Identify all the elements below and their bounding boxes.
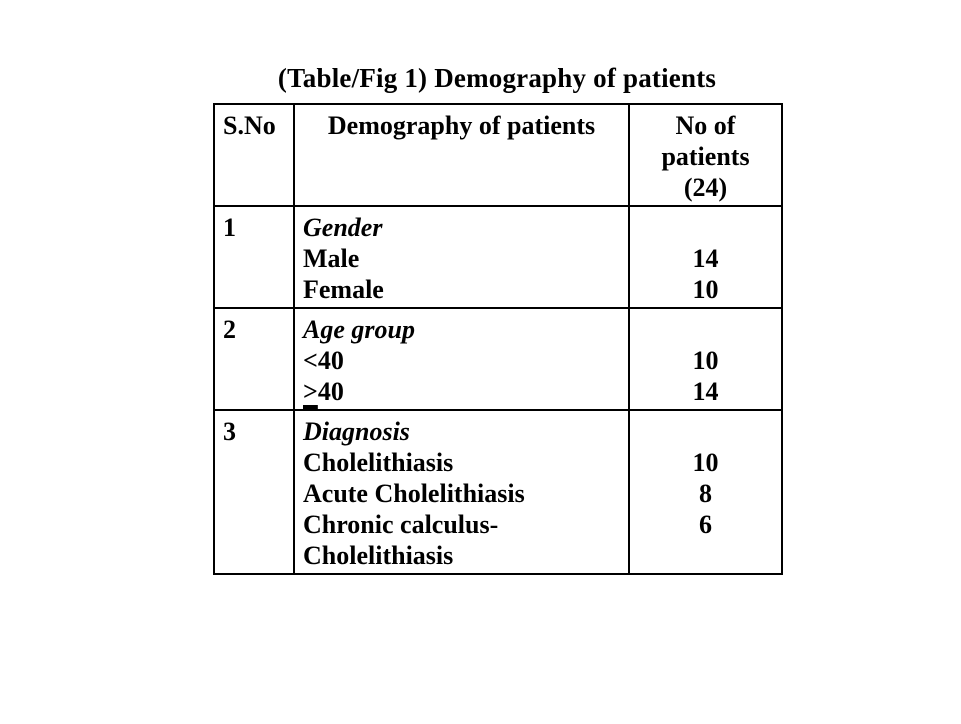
item-label-under40: <40 (303, 346, 344, 375)
item-label-male: Male (303, 244, 360, 273)
sno-cell: 3 (213, 409, 295, 575)
item-label-chronic-calculus: Chronic calculus- (303, 510, 499, 539)
item-value-female: 10 (692, 275, 719, 304)
item-label-over40-rest: 40 (317, 377, 344, 406)
item-value-under40: 10 (692, 346, 719, 375)
header-demography: Demography of patients (293, 103, 630, 207)
figure-title: (Table/Fig 1) Demography of patients (277, 63, 717, 93)
category-label: Age group (303, 315, 415, 344)
table-row-gender: 1 Gender Male Female 14 10 (213, 205, 783, 309)
table-row-diagnosis: 3 Diagnosis Cholelithiasis Acute Choleli… (213, 409, 783, 575)
item-value-acute-cholelithiasis: 8 (699, 479, 712, 508)
item-label-acute-cholelithiasis: Acute Cholelithiasis (303, 479, 525, 508)
category-label: Diagnosis (303, 417, 410, 446)
table-row-age-group: 2 Age group <40 >40 10 14 (213, 307, 783, 411)
item-value-male: 14 (692, 244, 719, 273)
header-patients-line2: patients (661, 142, 750, 171)
header-patients-line3: (24) (683, 173, 728, 202)
item-label-over40: >40 (303, 376, 626, 407)
item-value-chronic-calculus: 6 (699, 510, 712, 539)
sno-cell: 2 (213, 307, 295, 411)
header-sno: S.No (213, 103, 295, 207)
item-value-over40: 14 (692, 377, 719, 406)
sno-cell: 1 (213, 205, 295, 309)
header-no-of-patients: No of patients (24) (628, 103, 783, 207)
item-label-cholelithiasis: Cholelithiasis (303, 448, 454, 477)
value-cell-age: 10 14 (628, 307, 783, 411)
demography-cell-age: Age group <40 >40 (293, 307, 630, 411)
demography-cell-gender: Gender Male Female (293, 205, 630, 309)
value-cell-gender: 14 10 (628, 205, 783, 309)
item-value-cholelithiasis: 10 (692, 448, 719, 477)
item-label-chronic-calculus-cont: Cholelithiasis (303, 541, 454, 570)
item-label-female: Female (303, 275, 384, 304)
header-patients-line1: No of (675, 111, 736, 140)
demography-cell-diagnosis: Diagnosis Cholelithiasis Acute Cholelith… (293, 409, 630, 575)
value-cell-diagnosis: 10 8 6 (628, 409, 783, 575)
geq-underlined-symbol: > (303, 377, 318, 406)
demography-table: S.No Demography of patients No of patien… (213, 103, 783, 575)
header-row: S.No Demography of patients No of patien… (213, 103, 783, 207)
category-label: Gender (303, 213, 383, 242)
